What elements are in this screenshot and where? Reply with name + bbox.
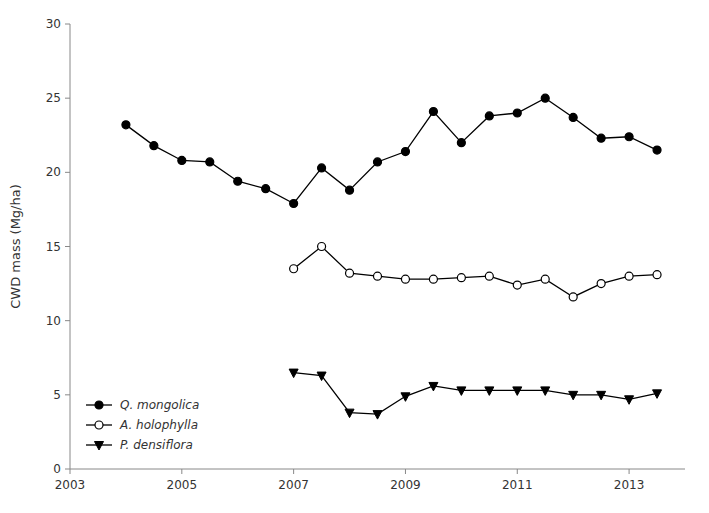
- legend-label: A. holophylla: [119, 418, 198, 432]
- y-tick: [65, 98, 70, 99]
- y-tick-label: 5: [53, 388, 61, 402]
- point: [429, 382, 438, 391]
- legend: Q. mongolica A. holophylla P. densiflora: [86, 398, 199, 452]
- point: [345, 409, 354, 418]
- point: [569, 391, 578, 400]
- series-line: [294, 373, 657, 415]
- point: [597, 134, 605, 142]
- point: [541, 94, 549, 102]
- legend-marker: [95, 442, 104, 451]
- point: [262, 185, 270, 193]
- series: [289, 369, 661, 419]
- y-tick-label: 30: [46, 17, 61, 31]
- x-tick-label: 2005: [167, 478, 198, 492]
- y-tick: [65, 394, 70, 395]
- point: [597, 391, 606, 400]
- x-tick-label: 2011: [502, 478, 533, 492]
- y-tick-label: 20: [46, 165, 61, 179]
- point: [346, 269, 354, 277]
- y-tick: [65, 172, 70, 173]
- y-tick-label: 15: [46, 240, 61, 254]
- y-tick: [65, 469, 70, 470]
- x-tick: [293, 469, 294, 474]
- plot-area: [122, 94, 662, 419]
- y-tick-label: 0: [53, 462, 61, 476]
- x-tick-label: 2003: [55, 478, 86, 492]
- chart: 2003 2005 2007 2009 2011 2013 0 5 10 15 20 25 30 CWD …: [0, 0, 709, 513]
- point: [290, 199, 298, 207]
- legend-marker: [95, 401, 103, 409]
- point: [485, 112, 493, 120]
- point: [653, 146, 661, 154]
- y-tick-label: 25: [46, 91, 61, 105]
- y-tick: [65, 24, 70, 25]
- point: [457, 387, 466, 396]
- point: [289, 369, 298, 378]
- point: [513, 109, 521, 117]
- point: [318, 164, 326, 172]
- point: [429, 108, 437, 116]
- x-tick: [517, 469, 518, 474]
- point: [206, 158, 214, 166]
- point: [150, 142, 158, 150]
- point: [401, 148, 409, 156]
- x-axis-line: [70, 469, 685, 470]
- axes: 2003 2005 2007 2009 2011 2013 0 5 10 15 20 25 30: [46, 17, 685, 492]
- point: [513, 281, 521, 289]
- series: [290, 243, 661, 301]
- point: [457, 139, 465, 147]
- point: [569, 293, 577, 301]
- point: [429, 275, 437, 283]
- point: [541, 275, 549, 283]
- legend-label: Q. mongolica: [120, 398, 199, 412]
- x-tick: [70, 469, 71, 474]
- series-line: [294, 247, 657, 297]
- point: [485, 387, 494, 396]
- point: [374, 272, 382, 280]
- point: [234, 177, 242, 185]
- point: [346, 186, 354, 194]
- point: [318, 243, 326, 251]
- series-line: [126, 98, 657, 203]
- point: [373, 411, 382, 420]
- point: [569, 113, 577, 121]
- y-axis-label: CWD mass (Mg/ha): [8, 184, 23, 309]
- point: [653, 390, 662, 399]
- x-tick: [181, 469, 182, 474]
- point: [374, 158, 382, 166]
- x-tick-label: 2013: [614, 478, 645, 492]
- point: [122, 121, 130, 129]
- point: [597, 280, 605, 288]
- legend-label: P. densiflora: [120, 438, 193, 452]
- x-tick-label: 2007: [278, 478, 309, 492]
- point: [317, 372, 326, 381]
- point: [401, 275, 409, 283]
- x-tick: [629, 469, 630, 474]
- point: [541, 387, 550, 396]
- point: [625, 133, 633, 141]
- y-tick-label: 10: [46, 314, 61, 328]
- point: [653, 271, 661, 279]
- legend-marker: [95, 421, 103, 429]
- point: [625, 272, 633, 280]
- y-tick: [65, 320, 70, 321]
- point: [457, 274, 465, 282]
- y-tick: [65, 246, 70, 247]
- series: [122, 94, 661, 207]
- point: [485, 272, 493, 280]
- x-tick: [405, 469, 406, 474]
- point: [625, 396, 634, 405]
- point: [178, 156, 186, 164]
- point: [401, 393, 410, 402]
- point: [290, 265, 298, 273]
- point: [513, 387, 522, 396]
- x-tick-label: 2009: [390, 478, 421, 492]
